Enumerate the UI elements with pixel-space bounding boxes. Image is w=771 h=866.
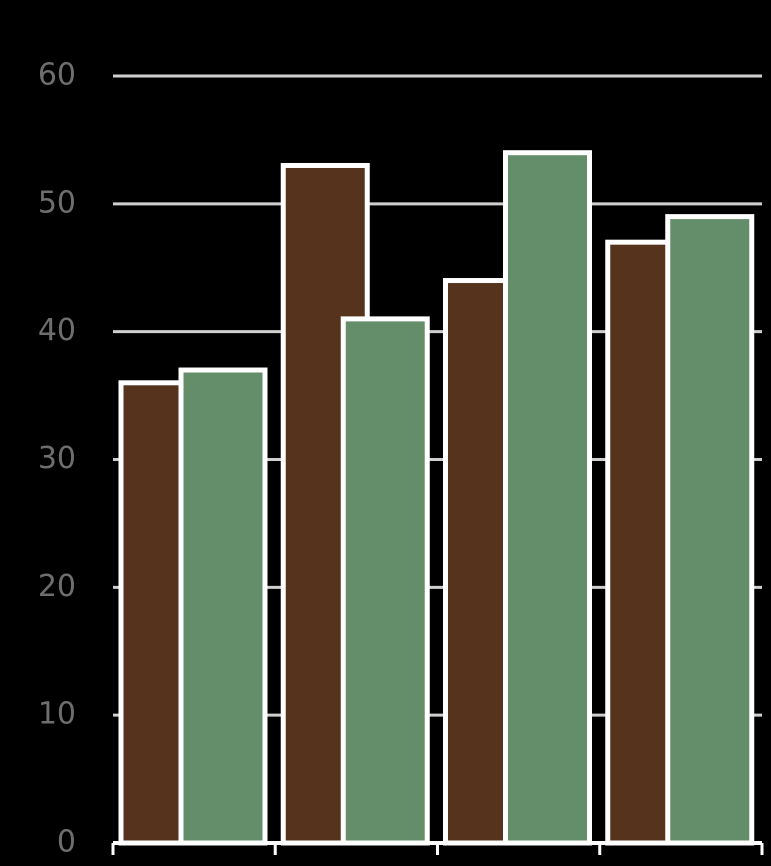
y-tick-label: 20: [38, 569, 76, 604]
y-tick-label: 60: [38, 58, 76, 93]
bar: [503, 150, 592, 846]
y-tick-label: 40: [38, 313, 76, 348]
bar: [340, 316, 430, 846]
bar: [178, 367, 268, 846]
y-tick-label: 50: [38, 185, 76, 220]
y-tick-label: 0: [57, 825, 76, 860]
y-tick-label: 30: [38, 441, 76, 476]
bar: [665, 214, 755, 846]
y-tick-label: 10: [38, 697, 76, 732]
